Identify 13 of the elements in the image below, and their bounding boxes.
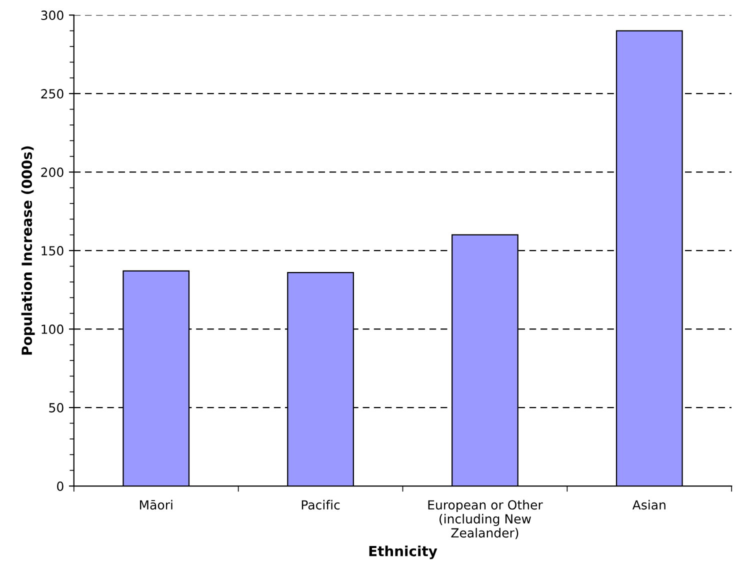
x-axis-title: Ethnicity	[369, 546, 438, 560]
y-tick-label: 100	[42, 324, 64, 334]
x-tick-label: Asian	[632, 500, 666, 510]
y-tick-label: 250	[41, 89, 64, 98]
y-tick-label: 300	[41, 10, 64, 20]
y-tick-label: 0	[57, 482, 64, 491]
y-tick-label: 200	[41, 168, 64, 177]
y-tick-label: 150	[42, 246, 64, 256]
y-axis-title: Population Increase (000s)	[21, 146, 35, 355]
y-tick-label: 50	[49, 403, 64, 412]
x-tick-label: Māori	[140, 500, 172, 510]
x-tick-label: European or Other (including New Zealander)	[428, 500, 543, 540]
x-tick-label: Pacific	[302, 500, 340, 510]
